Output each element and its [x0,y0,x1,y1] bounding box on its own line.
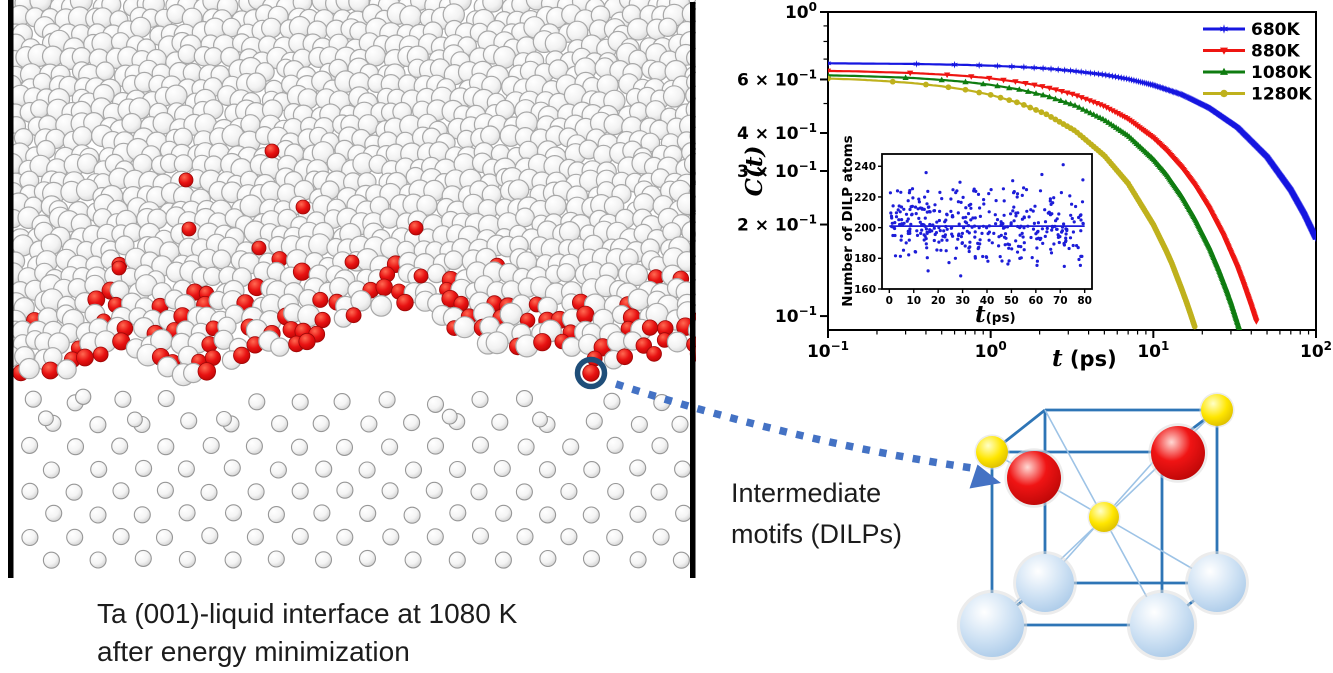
svg-text:50: 50 [1004,295,1019,307]
series-group [828,59,1316,330]
svg-text:240: 240 [854,161,876,173]
svg-text:880K: 880K [1251,42,1300,62]
svg-text:102: 102 [1300,339,1332,362]
motif-label-line2: motifs (DILPs) [731,519,902,549]
svg-text:30: 30 [955,295,970,307]
svg-text:180: 180 [854,253,876,265]
svg-text:3 × 10−1: 3 × 10−1 [737,159,817,182]
svg-text:2 × 10−1: 2 × 10−1 [737,213,817,236]
panel-left-border [8,0,14,578]
inset-scatter-points [888,163,1085,278]
unit-cell-diagram [956,392,1249,661]
x-axis-label: t (ps) [1052,345,1117,372]
svg-text:10−1: 10−1 [775,304,817,327]
md-snapshot-panel [8,0,696,578]
atoms-group [8,0,696,569]
svg-text:60: 60 [1029,295,1044,307]
dilp-annotation-circle [574,356,608,390]
snapshot-caption-line1: Ta (001)-liquid interface at 1080 K [97,598,518,629]
svg-text:10−1: 10−1 [807,339,849,362]
svg-text:1280K: 1280K [1251,85,1312,105]
svg-text:100: 100 [975,339,1007,362]
arrow-head [969,464,1001,489]
inset-y-label: Number of DILP atoms [840,135,856,306]
motif-label-line1: Intermediate [731,478,881,508]
panel-right-border [690,2,696,578]
svg-text:0: 0 [886,295,893,307]
arrow-dashed-line [614,380,973,472]
legend-item-880K: 880K [1203,42,1300,62]
svg-text:220: 220 [854,192,876,204]
svg-text:80: 80 [1077,295,1092,307]
svg-text:20: 20 [931,295,946,307]
svg-text:70: 70 [1053,295,1068,307]
legend-item-1280K: 1280K [1203,85,1312,105]
svg-text:160: 160 [854,284,876,296]
snapshot-caption-line2: after energy minimization [97,636,410,667]
svg-text:680K: 680K [1251,20,1300,40]
dilp-arrow [614,380,1001,489]
svg-text:4 × 10−1: 4 × 10−1 [737,121,817,144]
svg-text:100: 100 [785,0,817,23]
svg-text:1080K: 1080K [1251,63,1312,83]
svg-text:101: 101 [1137,339,1169,362]
legend-item-1080K: 1080K [1203,63,1312,83]
svg-text:40: 40 [980,295,995,307]
inset-x-label: t(ps) [975,301,1016,328]
inset-chart: 160 180 200 220 240 0 10 20 30 40 50 60 70 80 Number o… [840,135,1093,328]
svg-text:6 × 10−1: 6 × 10−1 [737,67,817,90]
svg-text:10: 10 [906,295,921,307]
legend-item-680K: 680K [1203,20,1300,40]
svg-text:200: 200 [854,222,876,234]
y-axis-label: C(t) [741,146,768,197]
